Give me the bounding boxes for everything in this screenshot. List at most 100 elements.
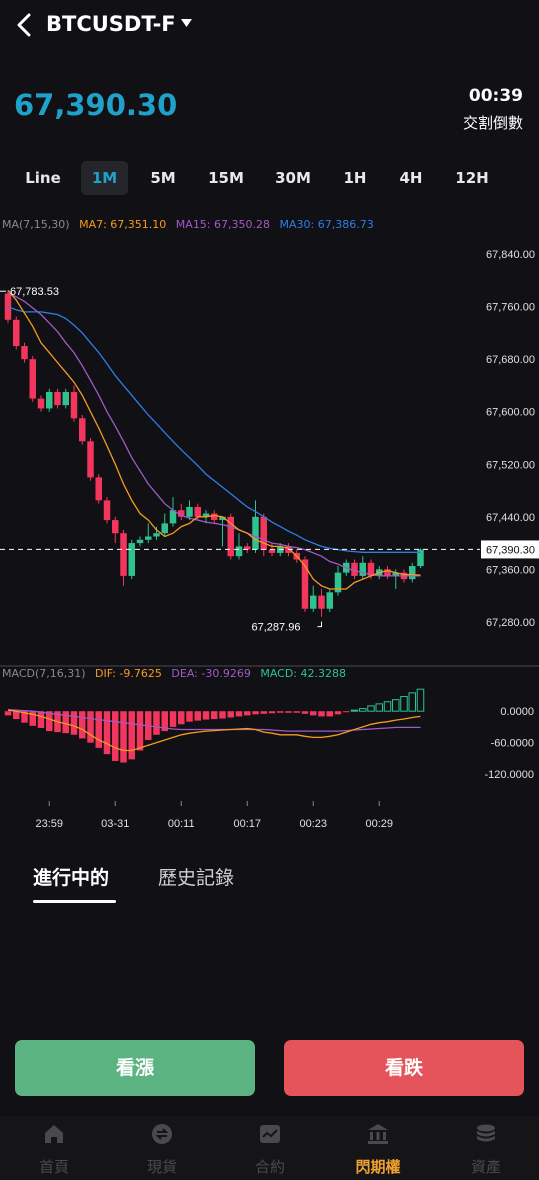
candle-down — [37, 398, 45, 409]
candle-up — [202, 513, 210, 517]
macd-bar-down — [103, 711, 111, 755]
macd-legend: MACD(7,16,31) DIF: -9.7625 DEA: -30.9269… — [2, 667, 352, 680]
candle-down — [351, 562, 358, 576]
macd-axis-label: -120.0000 — [484, 769, 534, 781]
timeframe-30m[interactable]: 30M — [275, 169, 311, 187]
macd-bar-down — [4, 711, 12, 716]
candle-up — [359, 562, 366, 576]
candle-down — [194, 506, 201, 517]
time-axis-label: 00:29 — [365, 818, 393, 830]
bearish-button[interactable]: 看跌 — [284, 1040, 524, 1096]
macd-bar-down — [343, 711, 350, 713]
macd-bar-up — [383, 701, 392, 712]
candle-up — [235, 546, 243, 557]
candle-up — [334, 572, 342, 593]
bank-icon — [368, 1124, 388, 1144]
candle-down — [227, 516, 234, 557]
macd-bar-down — [95, 711, 102, 748]
candle-up — [252, 516, 259, 550]
macd-bar-down — [194, 711, 201, 721]
macd-axis-label: -60.0000 — [491, 738, 534, 750]
candle-up — [310, 595, 317, 609]
home-icon — [45, 1125, 63, 1143]
dif-value: DIF: -9.7625 — [95, 667, 162, 680]
macd-bar-down — [120, 711, 127, 763]
candlestick-chart[interactable]: 67,840.00 67,760.00 67,680.00 67,600.00 67,5… — [0, 205, 539, 845]
bullish-button[interactable]: 看漲 — [15, 1040, 255, 1096]
macd-bar-up — [367, 705, 375, 712]
dif-line — [7, 709, 421, 752]
candle-down — [120, 533, 127, 576]
nav-flash-options[interactable]: 閃期權 — [324, 1116, 432, 1180]
page-title[interactable]: BTCUSDT-F — [46, 12, 176, 36]
price-axis-label: 67,360.00 — [486, 564, 535, 576]
candle-down — [95, 477, 102, 501]
timeframe-1h[interactable]: 1H — [343, 169, 367, 187]
candle-up — [417, 549, 424, 567]
caret-down-icon[interactable] — [180, 18, 193, 28]
timeframe-5m[interactable]: 5M — [150, 169, 176, 187]
macd-bar-down — [293, 711, 300, 713]
nav-spot[interactable]: 現貨 — [108, 1116, 216, 1180]
price-axis-label: 67,520.00 — [486, 459, 535, 471]
candle-down — [54, 392, 61, 406]
macd-bar-down — [227, 711, 234, 718]
candle-down — [29, 359, 36, 399]
tab-in-progress[interactable]: 進行中的 — [33, 867, 110, 889]
ma15-value: MA15: 67,350.28 — [175, 218, 270, 231]
candle-down — [70, 392, 78, 419]
macd-bar-down — [70, 711, 78, 735]
timeframe-bar: Line 1M 5M 15M 30M 1H 4H 12H — [0, 160, 539, 200]
macd-bar-down — [202, 711, 210, 720]
price-axis-label: 67,760.00 — [486, 302, 535, 314]
macd-bar-down — [260, 711, 267, 714]
timeframe-4h[interactable]: 4H — [399, 169, 423, 187]
candle-down — [21, 346, 28, 360]
macd-bar-down — [318, 711, 325, 717]
candle-down — [244, 546, 251, 550]
candle-up — [169, 510, 177, 524]
price-axis-label: 67,440.00 — [486, 512, 535, 524]
macd-value: MACD: 42.3288 — [260, 667, 346, 680]
macd-bar-up — [416, 688, 425, 712]
timeframe-line[interactable]: Line — [25, 169, 61, 187]
macd-bar-down — [21, 711, 28, 723]
candle-down — [4, 293, 12, 320]
nav-contract[interactable]: 合約 — [216, 1116, 324, 1180]
macd-bar-down — [112, 711, 119, 761]
order-tabs: 進行中的 歷史記錄 — [0, 855, 539, 915]
current-price-tag-label: 67,390.30 — [486, 544, 535, 556]
macd-bar-down — [211, 711, 218, 720]
timeframe-12h[interactable]: 12H — [455, 169, 489, 187]
macd-bar-down — [235, 711, 243, 717]
nav-home[interactable]: 首頁 — [0, 1116, 108, 1180]
candle-up — [136, 539, 144, 544]
delivery-countdown: 00:39 — [468, 86, 523, 106]
nav-home-label: 首頁 — [38, 1158, 69, 1176]
macd-bar-up — [375, 703, 383, 712]
macd-bar-down — [169, 711, 177, 727]
timeframe-1m[interactable]: 1M — [81, 161, 128, 195]
bottom-nav: 首頁 現貨 合約 閃期權 資產 — [0, 1116, 539, 1180]
candle-down — [384, 569, 391, 576]
macd-bar-down — [219, 711, 226, 719]
macd-bar-down — [252, 711, 259, 715]
timeframe-15m[interactable]: 15M — [208, 169, 244, 187]
dea-value: DEA: -30.9269 — [171, 667, 251, 680]
nav-assets[interactable]: 資產 — [432, 1116, 539, 1180]
candle-down — [112, 520, 119, 534]
macd-bar-down — [285, 711, 292, 713]
macd-bar-down — [244, 711, 251, 716]
back-arrow-icon[interactable] — [14, 10, 36, 40]
macd-bar-down — [310, 711, 317, 716]
candle-down — [178, 510, 185, 517]
price-axis-label: 67,600.00 — [486, 407, 535, 419]
candle-up — [128, 543, 135, 576]
ma30-line — [7, 306, 421, 553]
macd-bar-down — [46, 711, 53, 732]
tab-history[interactable]: 歷史記錄 — [158, 867, 235, 889]
candle-down — [318, 595, 325, 609]
candle-down — [268, 549, 276, 553]
candle-down — [79, 418, 86, 442]
time-axis-label: 00:11 — [168, 818, 195, 830]
